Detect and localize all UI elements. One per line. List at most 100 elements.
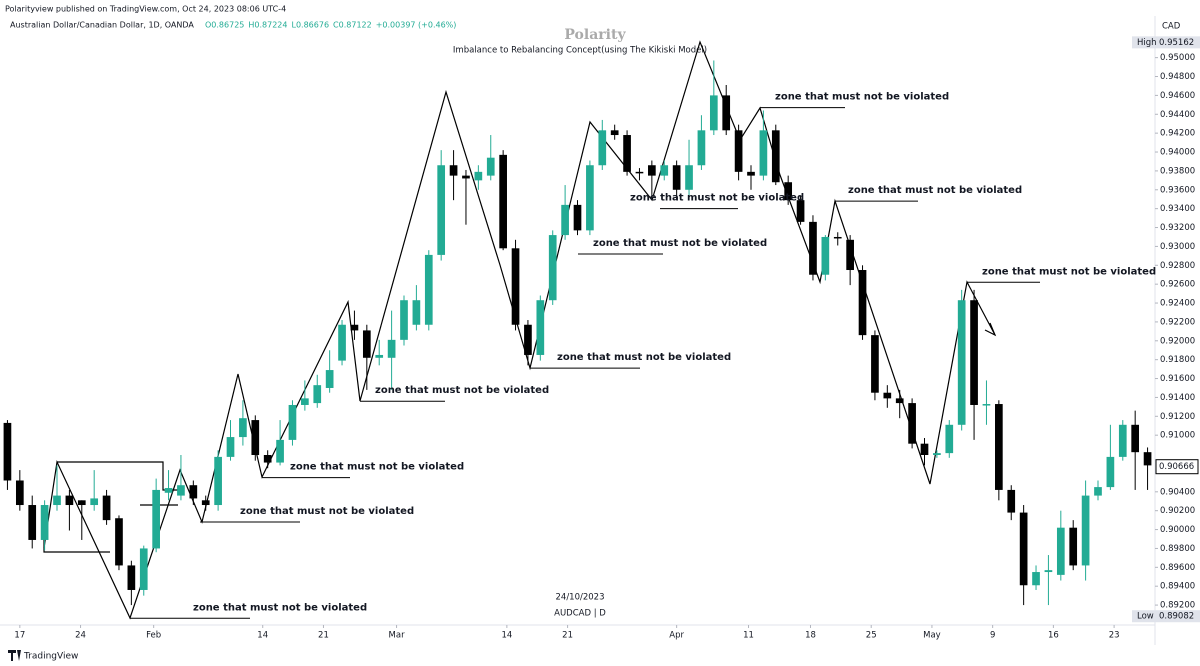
candle-body <box>771 130 780 183</box>
zone-label: zone that must not be violated <box>375 385 549 396</box>
y-tick-label: 0.93800 <box>1160 166 1195 176</box>
candle-body <box>53 495 61 506</box>
candle-body <box>833 236 842 239</box>
watermark-title: Polarity <box>564 27 626 43</box>
published-line: Polarityview published on TradingView.co… <box>5 5 286 14</box>
y-tick-label: 0.94400 <box>1160 110 1195 120</box>
x-tick-label: 24 <box>75 631 86 641</box>
candle-body <box>586 165 594 231</box>
candle-body <box>201 500 210 506</box>
price-tag-value: 0.89082 <box>1159 612 1194 622</box>
candle-body <box>90 498 99 506</box>
plot: 0.89200 0.89400 0.89600 0.89800 0.90000 0.902… <box>3 36 1200 641</box>
candle-body <box>648 165 656 176</box>
candle-body <box>313 385 322 404</box>
x-tick-label: 16 <box>1048 631 1059 641</box>
candle-body <box>152 489 160 549</box>
candle-body <box>239 418 247 438</box>
y-tick-label: 0.94800 <box>1160 72 1195 82</box>
logo <box>8 650 21 661</box>
x-tick-label: 9 <box>990 631 995 641</box>
zone-label: zone that must not be violated <box>630 193 804 204</box>
candle-body <box>40 505 49 540</box>
y-tick-label: 0.93000 <box>1160 242 1195 252</box>
candle-body <box>1056 527 1065 575</box>
candle-body <box>400 300 408 340</box>
readout-value: C0.87122 <box>333 21 372 30</box>
y-tick-label: 0.92000 <box>1160 336 1195 346</box>
candle-body <box>338 324 346 361</box>
y-tick-label: 0.90000 <box>1160 525 1195 535</box>
candle-body <box>325 370 334 388</box>
candle-body <box>1044 570 1053 573</box>
date-label: 24/10/2023 <box>556 593 605 603</box>
candle-body <box>548 235 557 301</box>
currency: CAD <box>1162 22 1181 32</box>
y-tick-label: 0.91400 <box>1160 393 1195 403</box>
zone-label: zone that must not be violated <box>775 92 949 103</box>
y-tick-label: 0.92800 <box>1160 261 1195 271</box>
candle-body <box>623 135 631 172</box>
candle-body <box>301 398 309 405</box>
candle-body <box>511 248 520 325</box>
x-tick-label: Mar <box>389 631 406 641</box>
x-tick-label: 11 <box>743 631 754 641</box>
readout-value: L0.86676 <box>292 21 330 30</box>
readout-value: O0.86725 <box>205 21 244 30</box>
candle-body <box>809 221 817 275</box>
candle-body <box>895 398 904 404</box>
candle-body <box>139 548 148 590</box>
candle-body <box>945 424 954 454</box>
y-tick-label: 0.91600 <box>1160 374 1195 384</box>
candle-body <box>722 95 731 131</box>
candle-body <box>957 300 966 425</box>
candle-body <box>1131 424 1140 453</box>
arrow-head <box>984 322 997 337</box>
candle-body <box>251 420 260 456</box>
candle-body <box>709 95 718 131</box>
candle-body <box>1081 495 1090 566</box>
candle-body <box>871 335 879 393</box>
zone-label: zone that must not be violated <box>290 462 464 473</box>
candle-body <box>970 300 978 405</box>
candle-body <box>598 130 607 166</box>
zone-label: zone that must not be violated <box>982 266 1156 277</box>
candle-body <box>115 518 123 566</box>
candle-body <box>1106 456 1115 488</box>
y-tick-label: 0.94600 <box>1160 91 1195 101</box>
x-tick-label: Apr <box>669 631 684 641</box>
zone-label: zone that must not be violated <box>240 506 414 517</box>
y-tick-label: 0.91800 <box>1160 355 1195 365</box>
last-price-box <box>1155 459 1199 475</box>
x-tick-label: May <box>923 631 941 641</box>
price-tag-value: 0.95162 <box>1159 38 1194 48</box>
candle-body <box>226 437 235 457</box>
candle-body <box>424 254 433 325</box>
candle-body <box>1143 452 1152 466</box>
candle-body <box>561 204 569 236</box>
candle-body <box>412 300 421 325</box>
candle-body <box>1118 424 1127 457</box>
y-tick-label: 0.89200 <box>1160 601 1195 611</box>
y-tick-label: 0.93200 <box>1160 223 1195 233</box>
symbol: Australian Dollar/Canadian Dollar, 1D, O… <box>10 21 194 30</box>
candle-body <box>821 236 830 275</box>
x-tick-label: 21 <box>562 631 573 641</box>
candle-body <box>747 171 755 176</box>
zone-label: zone that must not be violated <box>193 602 367 613</box>
candle-body <box>28 505 37 540</box>
candle-body <box>610 130 619 136</box>
high-label-bg <box>1132 36 1156 49</box>
zone-label: zone that must not be violated <box>557 352 731 363</box>
candle-body <box>672 165 681 190</box>
candle-body <box>635 171 644 174</box>
y-tick-label: 0.93600 <box>1160 185 1195 195</box>
y-tick-label: 0.92200 <box>1160 317 1195 327</box>
price-tag-label: High <box>1137 38 1157 48</box>
candle-body <box>164 488 173 493</box>
candle-body <box>796 200 805 222</box>
candle-body <box>127 565 136 590</box>
candle-body <box>1019 512 1028 586</box>
y-tick-label: 0.94000 <box>1160 148 1195 158</box>
candle-body <box>759 130 768 176</box>
